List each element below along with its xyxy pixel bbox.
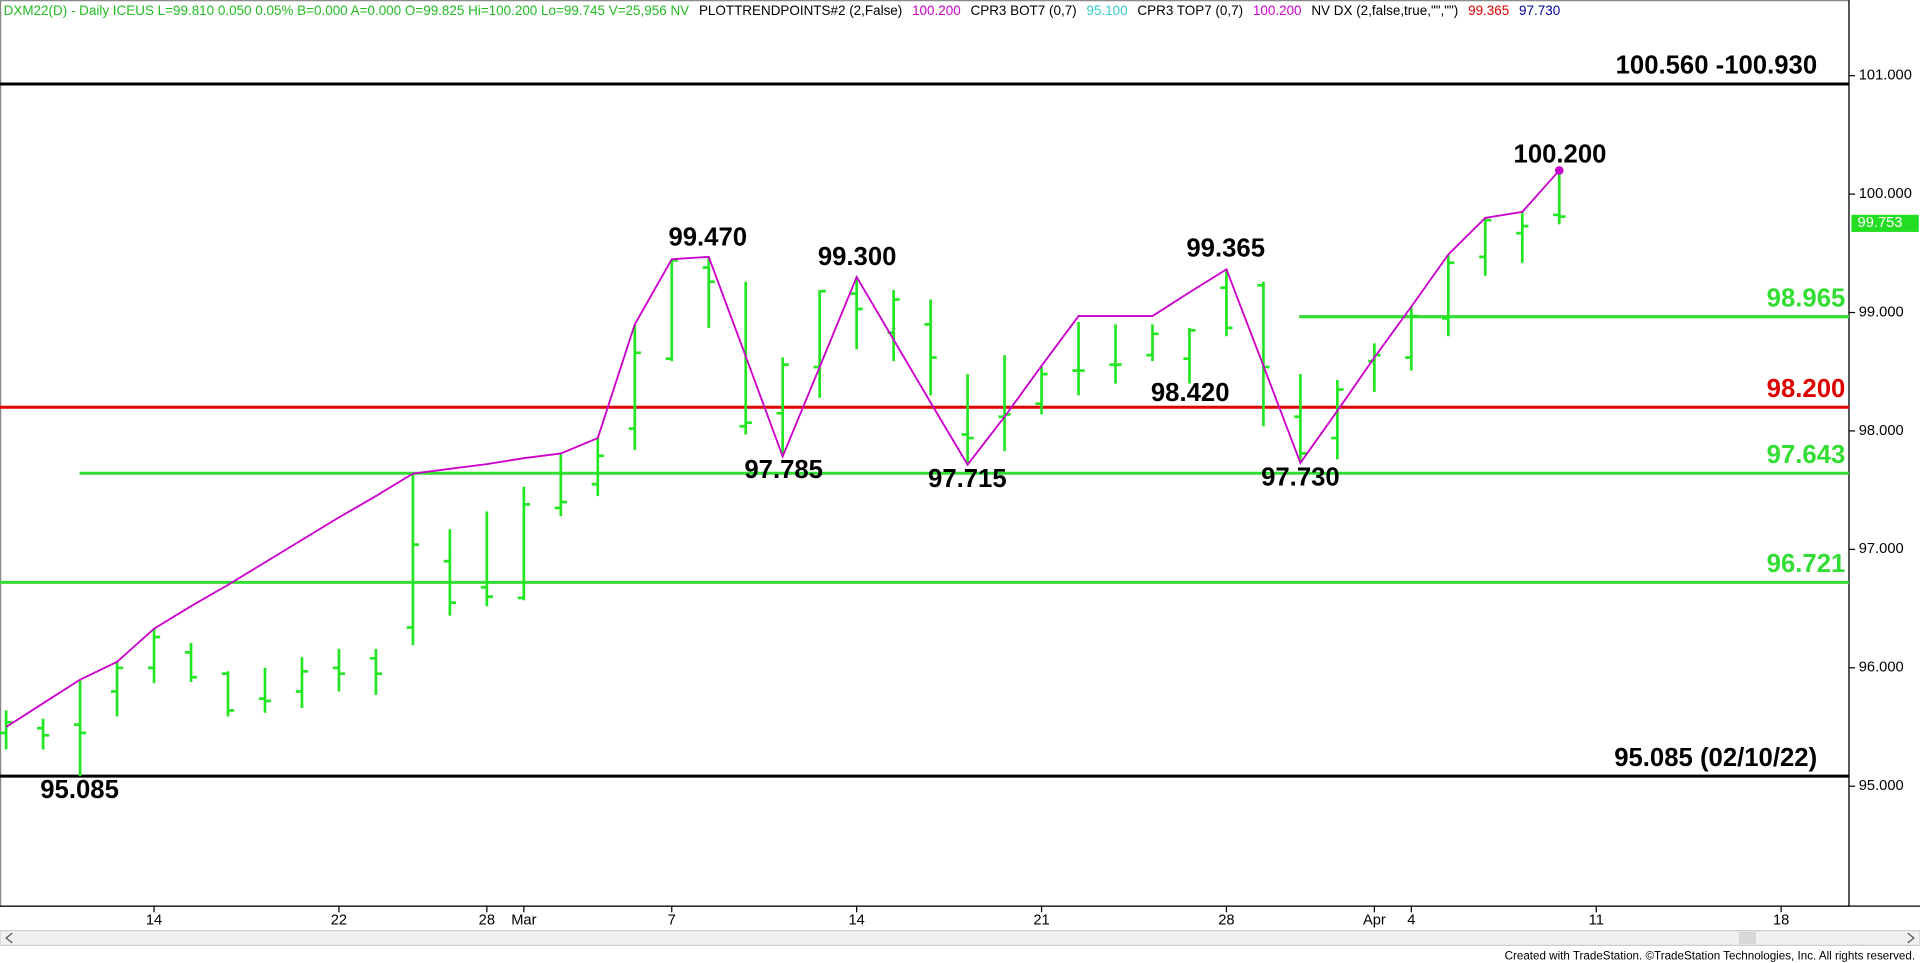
header-item: 100.200 bbox=[1253, 3, 1302, 18]
y-tick-label: 101.000 bbox=[1859, 68, 1912, 84]
y-tick-label: 99.000 bbox=[1859, 304, 1904, 320]
x-tick-label: 28 bbox=[1218, 913, 1234, 929]
trend-end bbox=[1554, 166, 1564, 175]
pivot-label: 97.715 bbox=[928, 465, 1007, 493]
x-tick-label: Mar bbox=[511, 913, 536, 929]
pivot-label: 99.365 bbox=[1186, 235, 1265, 263]
last-price-box bbox=[1851, 214, 1919, 232]
pivot-label: 98.420 bbox=[1151, 379, 1230, 407]
last-price-label: 99.753 bbox=[1858, 215, 1903, 231]
level-label: 100.560 -100.930 bbox=[1616, 52, 1818, 80]
trend-line bbox=[5, 169, 1560, 728]
x-tick-label: Apr bbox=[1363, 913, 1386, 929]
level-label: 98.200 bbox=[1767, 375, 1846, 403]
pivot-label: 99.300 bbox=[818, 243, 897, 271]
header-item: 95.100 bbox=[1086, 3, 1127, 18]
y-tick-label: 98.000 bbox=[1859, 423, 1904, 439]
footer: Created with TradeStation. ©TradeStation… bbox=[1505, 949, 1916, 962]
x-tick-label: 7 bbox=[668, 913, 676, 929]
header-item: NV DX (2,false,true,"","") bbox=[1311, 3, 1458, 18]
y-tick-label: 100.000 bbox=[1859, 186, 1912, 202]
header-item: 100.200 bbox=[912, 3, 961, 18]
pivot-label: 97.730 bbox=[1261, 464, 1340, 492]
x-tick-label: 4 bbox=[1407, 913, 1415, 929]
x-tick-label: 14 bbox=[848, 913, 864, 929]
x-tick-label: 21 bbox=[1033, 913, 1049, 929]
level-label: 96.721 bbox=[1767, 550, 1846, 578]
pivot-label: 100.200 bbox=[1514, 140, 1607, 168]
level-label: 95.085 (02/10/22) bbox=[1614, 744, 1817, 772]
scroll-left[interactable] bbox=[5, 932, 13, 944]
pivot-label: 99.470 bbox=[668, 224, 747, 252]
pivot-label: 97.785 bbox=[744, 456, 823, 484]
scroll-thumb[interactable] bbox=[1738, 931, 1756, 945]
y-tick-label: 96.000 bbox=[1859, 660, 1904, 676]
x-tick-label: 18 bbox=[1773, 913, 1789, 929]
header-item: DXM22(D) - Daily ICEUS L=99.810 0.050 0.… bbox=[4, 3, 689, 18]
header: DXM22(D) - Daily ICEUS L=99.810 0.050 0.… bbox=[4, 3, 1561, 18]
pivot-label: 95.085 bbox=[40, 776, 119, 804]
x-tick-label: 28 bbox=[479, 913, 495, 929]
header-item: 97.730 bbox=[1519, 3, 1560, 18]
x-tick-label: 11 bbox=[1589, 913, 1604, 929]
y-tick-label: 97.000 bbox=[1859, 541, 1904, 557]
scroll-right[interactable] bbox=[1907, 932, 1915, 944]
header-item: PLOTTRENDPOINTS#2 (2,False) bbox=[699, 3, 902, 18]
x-tick-label: 14 bbox=[146, 913, 162, 929]
header-item: CPR3 BOT7 (0,7) bbox=[971, 3, 1077, 18]
header-item: CPR3 TOP7 (0,7) bbox=[1137, 3, 1243, 18]
level-label: 97.643 bbox=[1767, 441, 1846, 469]
header-item: 99.365 bbox=[1468, 3, 1509, 18]
x-tick-label: 22 bbox=[331, 913, 347, 929]
level-label: 98.965 bbox=[1767, 284, 1846, 312]
scrollbar[interactable] bbox=[0, 930, 1920, 946]
y-tick-label: 95.000 bbox=[1859, 778, 1904, 794]
